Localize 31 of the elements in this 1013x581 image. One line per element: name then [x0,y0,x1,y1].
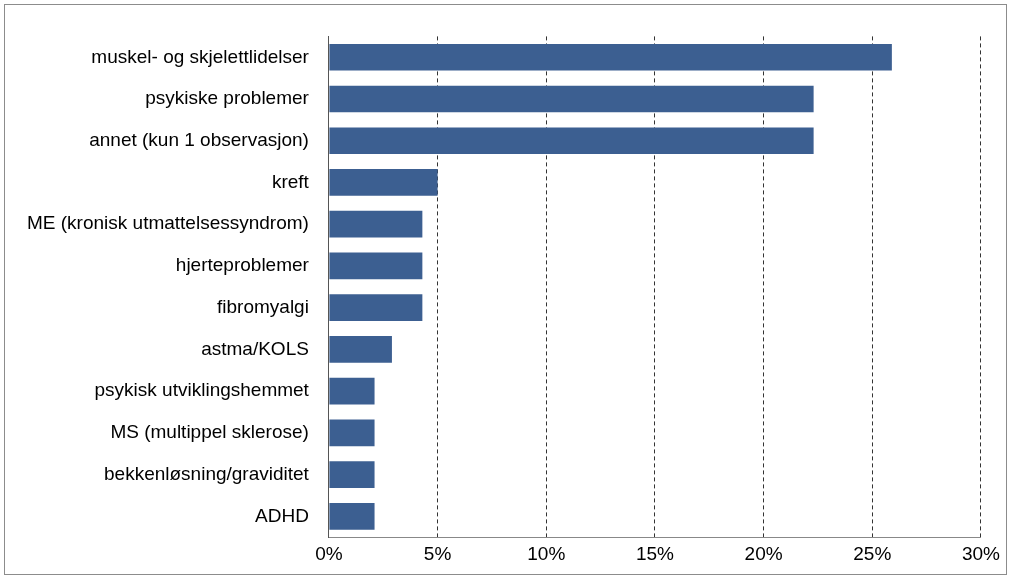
bar [329,294,423,322]
x-tick-label: 5% [423,542,452,564]
y-tick-label: annet (kun 1 observasjon) [89,128,309,150]
y-tick-label: psykisk utviklingshemmet [94,379,310,401]
bar [329,461,375,488]
bar [329,377,375,405]
x-tick-label: 0% [315,542,343,564]
bar [329,502,375,530]
bar [329,252,423,280]
y-tick-label: ADHD [255,504,309,526]
x-tick-label: 25% [853,542,892,564]
x-tick-label: 15% [635,542,675,564]
y-tick-label: MS (multippel sklerose) [110,421,309,443]
y-tick-label: kreft [271,170,310,192]
bar [329,419,375,447]
bar [329,169,438,196]
bar [329,43,892,71]
bar [329,85,814,113]
x-tick-label: 30% [961,542,1001,564]
y-tick-label: hjerteproblemer [175,254,310,276]
bar [329,127,814,155]
bar [329,210,423,238]
y-tick-label: bekkenløsning/graviditet [104,462,310,484]
y-tick-label: fibromyalgi [217,295,309,317]
x-tick-label: 10% [527,542,566,564]
x-tick-label: 20% [744,542,783,564]
y-tick-label: psykiske problemer [145,87,310,109]
y-tick-label: muskel- og skjelettlidelser [91,45,310,67]
y-tick-label: astma/KOLS [201,337,309,359]
y-tick-label: ME (kronisk utmattelsessyndrom) [27,212,309,234]
bar [329,336,392,363]
